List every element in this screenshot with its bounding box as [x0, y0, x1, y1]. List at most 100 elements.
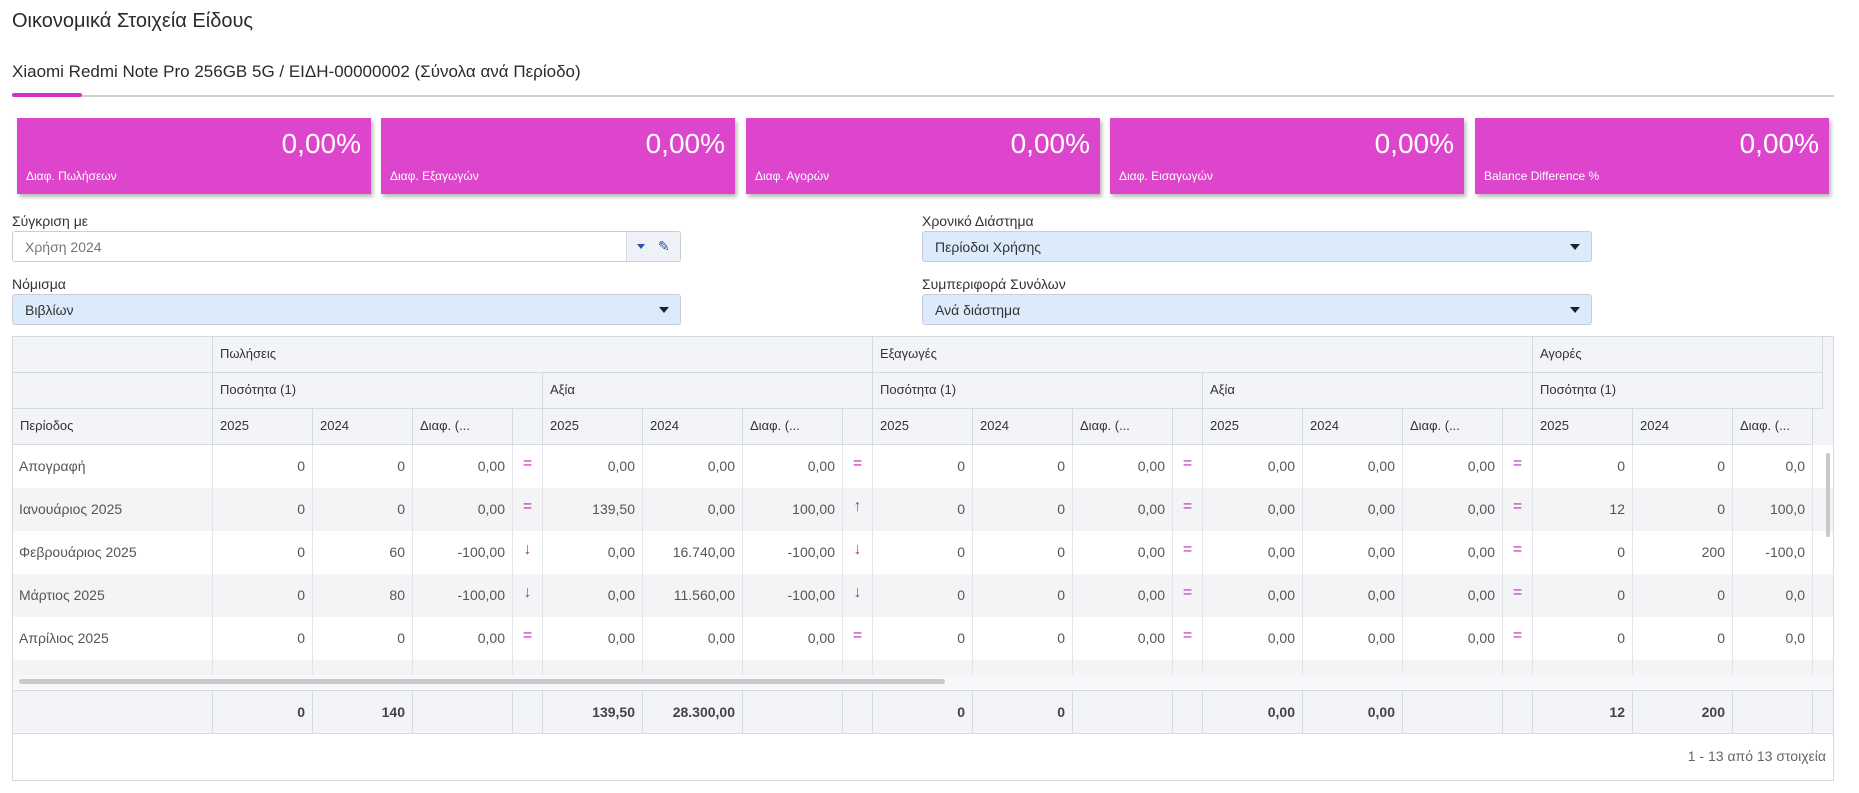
group-header-exports[interactable]: Εξαγωγές — [873, 337, 1533, 373]
trend-indicator-icon: ↓ — [513, 574, 543, 617]
group-header-purchases[interactable]: Αγορές — [1533, 337, 1823, 373]
column-header-year[interactable]: 2024 — [1633, 409, 1733, 445]
total-cell: 0 — [973, 691, 1073, 734]
column-header-year[interactable]: 2024 — [313, 409, 413, 445]
trend-indicator-icon: = — [1503, 445, 1533, 488]
value-cell: 0,00 — [413, 617, 513, 660]
value-cell: 11.560,00 — [643, 574, 743, 617]
header-spacer[interactable] — [13, 373, 213, 409]
column-header-year[interactable]: 2024 — [973, 409, 1073, 445]
column-header-indicator[interactable] — [513, 409, 543, 445]
totals-value: Ανά διάστημα — [935, 302, 1021, 318]
value-cell: -100,00 — [413, 531, 513, 574]
trend-indicator-icon: = — [1173, 488, 1203, 531]
value-cell: 0,00 — [1403, 574, 1503, 617]
table-row[interactable]: Απρίλιος 2025 0 0 0,00 = 0,00 0,00 0,00 = 0 0 0,00 =… — [13, 617, 1833, 660]
column-header-indicator[interactable] — [1503, 409, 1533, 445]
value-cell: 0 — [313, 445, 413, 488]
value-cell: 0,0 — [1733, 574, 1813, 617]
table-row[interactable] — [13, 660, 1833, 675]
value-cell: 0 — [873, 574, 973, 617]
period-select[interactable]: Περίοδοι Χρήσης — [922, 231, 1592, 262]
value-cell — [1073, 660, 1173, 675]
column-header-year[interactable]: Διαφ. (... — [1403, 409, 1503, 445]
edit-pencil-icon[interactable]: ✎ — [658, 238, 670, 254]
total-cell — [843, 691, 873, 734]
table-row[interactable]: Φεβρουάριος 2025 0 60 -100,00 ↓ 0,00 16.740,00… — [13, 531, 1833, 574]
period-value: Περίοδοι Χρήσης — [935, 239, 1042, 255]
column-header-year[interactable]: Διαφ. (... — [413, 409, 513, 445]
value-cell: 0 — [213, 445, 313, 488]
value-cell: 0,00 — [1073, 488, 1173, 531]
column-header-indicator[interactable] — [843, 409, 873, 445]
value-cell: 0,00 — [1073, 445, 1173, 488]
trend-indicator-icon: = — [1173, 617, 1203, 660]
group-header-sales[interactable]: Πωλήσεις — [213, 337, 873, 373]
currency-label: Νόμισμα — [12, 276, 66, 292]
column-header-year[interactable]: 2024 — [1303, 409, 1403, 445]
value-cell: 0,0 — [1733, 445, 1813, 488]
value-cell: 100,0 — [1733, 488, 1813, 531]
compare-combobox[interactable]: Χρήση 2024 ✎ — [12, 231, 681, 262]
value-cell — [643, 660, 743, 675]
column-header-year[interactable]: Διαφ. (... — [1073, 409, 1173, 445]
value-cell: 0,00 — [1073, 617, 1173, 660]
subgroup-header-quantity[interactable]: Ποσότητα (1) — [213, 373, 543, 409]
column-header-year[interactable]: 2025 — [1533, 409, 1633, 445]
value-cell: -100,0 — [1733, 531, 1813, 574]
column-header-year[interactable]: 2025 — [1203, 409, 1303, 445]
kpi-label: Διαφ. Εισαγωγών — [1119, 169, 1213, 183]
value-cell: 0 — [873, 488, 973, 531]
value-cell: 0 — [973, 531, 1073, 574]
horizontal-scrollbar[interactable] — [19, 679, 945, 684]
table-row[interactable]: Απογραφή 0 0 0,00 = 0,00 0,00 0,00 = 0 0 0,00 = 0,00 0… — [13, 445, 1833, 488]
period-cell: Απρίλιος 2025 — [13, 617, 213, 660]
column-header-year[interactable]: Διαφ. (... — [1733, 409, 1813, 445]
column-header-year[interactable]: 2025 — [543, 409, 643, 445]
table-row[interactable]: Ιανουάριος 2025 0 0 0,00 = 139,50 0,00 100,00 ↑ 0… — [13, 488, 1833, 531]
page-title: Οικονομικά Στοιχεία Είδους — [12, 10, 254, 32]
currency-select[interactable]: Βιβλίων — [12, 294, 681, 325]
column-header-year[interactable]: 2025 — [873, 409, 973, 445]
trend-indicator-icon: = — [1503, 574, 1533, 617]
total-cell — [1733, 691, 1813, 734]
chevron-down-icon[interactable] — [637, 244, 645, 249]
kpi-label: Balance Difference % — [1484, 169, 1600, 183]
value-cell: 0 — [873, 531, 973, 574]
pager-info: 1 - 13 από 13 στοιχεία — [1687, 748, 1826, 764]
column-header-year[interactable]: 2025 — [213, 409, 313, 445]
value-cell: 0 — [313, 617, 413, 660]
kpi-label: Διαφ. Εξαγωγών — [390, 169, 479, 183]
value-cell: 0 — [1533, 445, 1633, 488]
period-cell: Φεβρουάριος 2025 — [13, 531, 213, 574]
subgroup-header-quantity[interactable]: Ποσότητα (1) — [873, 373, 1203, 409]
value-cell: 0,00 — [413, 445, 513, 488]
subgroup-header-value[interactable]: Αξία — [543, 373, 873, 409]
value-cell: 100,00 — [743, 488, 843, 531]
table-row[interactable]: Μάρτιος 2025 0 80 -100,00 ↓ 0,00 11.560,00 -100… — [13, 574, 1833, 617]
column-header-year[interactable]: 2024 — [643, 409, 743, 445]
total-cell: 28.300,00 — [643, 691, 743, 734]
subgroup-header-value[interactable]: Αξία — [1203, 373, 1533, 409]
kpi-label: Διαφ. Πωλήσεων — [26, 169, 117, 183]
value-cell — [1203, 660, 1303, 675]
subgroup-header-quantity[interactable]: Ποσότητα (1) — [1533, 373, 1823, 409]
grid-body: Απογραφή 0 0 0,00 = 0,00 0,00 0,00 = 0 0 0,00 = 0,00 0… — [13, 445, 1833, 675]
value-cell: 0,00 — [1303, 617, 1403, 660]
value-cell: 0 — [213, 617, 313, 660]
value-cell — [743, 660, 843, 675]
value-cell — [213, 660, 313, 675]
column-header-period[interactable]: Περίοδος — [13, 409, 213, 445]
value-cell: 12 — [1533, 488, 1633, 531]
column-header-indicator[interactable] — [1173, 409, 1203, 445]
totals-label: Συμπεριφορά Συνόλων — [922, 276, 1066, 292]
value-cell: 80 — [313, 574, 413, 617]
vertical-scrollbar[interactable] — [1826, 453, 1830, 537]
totals-select[interactable]: Ανά διάστημα — [922, 294, 1592, 325]
total-cell — [1403, 691, 1503, 734]
value-cell: -100,00 — [413, 574, 513, 617]
column-header-year[interactable]: Διαφ. (... — [743, 409, 843, 445]
trend-indicator-icon: = — [1173, 574, 1203, 617]
value-cell — [1533, 660, 1633, 675]
header-spacer[interactable] — [13, 337, 213, 373]
